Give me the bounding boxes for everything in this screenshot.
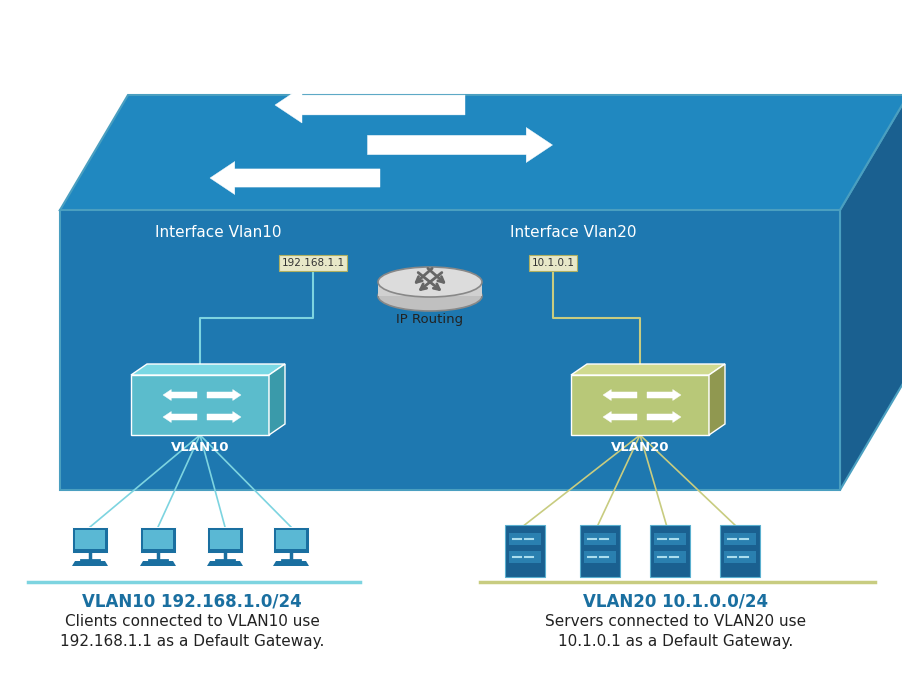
Polygon shape [275, 87, 465, 123]
Polygon shape [504, 525, 545, 577]
Polygon shape [603, 390, 636, 401]
Ellipse shape [378, 267, 482, 297]
Polygon shape [140, 561, 176, 566]
Polygon shape [163, 412, 197, 423]
Polygon shape [272, 527, 308, 553]
Polygon shape [367, 128, 552, 163]
Polygon shape [131, 375, 269, 435]
Polygon shape [72, 527, 108, 553]
Polygon shape [207, 561, 243, 566]
Polygon shape [723, 551, 755, 563]
Text: Interface Vlan20: Interface Vlan20 [510, 225, 636, 240]
Polygon shape [72, 561, 108, 566]
Polygon shape [60, 210, 839, 490]
Polygon shape [584, 551, 615, 563]
Polygon shape [647, 390, 680, 401]
Text: VLAN10 192.168.1.0/24: VLAN10 192.168.1.0/24 [82, 592, 301, 610]
Text: IP Routing: IP Routing [396, 313, 463, 326]
Polygon shape [269, 364, 285, 435]
Polygon shape [163, 390, 197, 401]
Polygon shape [649, 525, 689, 577]
Text: VLAN10: VLAN10 [170, 441, 229, 454]
Polygon shape [647, 412, 680, 423]
Text: Clients connected to VLAN10 use: Clients connected to VLAN10 use [64, 614, 319, 629]
Polygon shape [60, 95, 902, 210]
Polygon shape [210, 530, 240, 549]
Ellipse shape [378, 281, 482, 311]
Polygon shape [410, 46, 610, 84]
Polygon shape [708, 364, 724, 435]
Polygon shape [653, 533, 686, 545]
Polygon shape [378, 282, 482, 296]
Text: 10.1.0.1: 10.1.0.1 [531, 258, 574, 268]
Polygon shape [719, 525, 759, 577]
Polygon shape [207, 412, 241, 423]
Polygon shape [210, 161, 380, 195]
Text: VLAN20: VLAN20 [610, 441, 668, 454]
Polygon shape [579, 525, 620, 577]
Polygon shape [143, 530, 173, 549]
Polygon shape [653, 551, 686, 563]
Text: Interface Vlan10: Interface Vlan10 [155, 225, 281, 240]
Text: 192.168.1.1 as a Default Gateway.: 192.168.1.1 as a Default Gateway. [60, 634, 324, 649]
Polygon shape [723, 533, 755, 545]
Polygon shape [509, 533, 540, 545]
Polygon shape [272, 561, 308, 566]
Text: Servers connected to VLAN20 use: Servers connected to VLAN20 use [545, 614, 805, 629]
Polygon shape [839, 95, 902, 490]
Polygon shape [509, 551, 540, 563]
Polygon shape [276, 530, 306, 549]
Text: 192.168.1.1: 192.168.1.1 [281, 258, 345, 268]
Polygon shape [570, 364, 724, 375]
Polygon shape [570, 375, 708, 435]
Polygon shape [75, 530, 105, 549]
Polygon shape [603, 412, 636, 423]
Text: VLAN20 10.1.0.0/24: VLAN20 10.1.0.0/24 [583, 592, 768, 610]
Text: 10.1.0.1 as a Default Gateway.: 10.1.0.1 as a Default Gateway. [557, 634, 793, 649]
Polygon shape [207, 527, 243, 553]
Polygon shape [207, 390, 241, 401]
Polygon shape [584, 533, 615, 545]
Polygon shape [140, 527, 176, 553]
Polygon shape [131, 364, 285, 375]
